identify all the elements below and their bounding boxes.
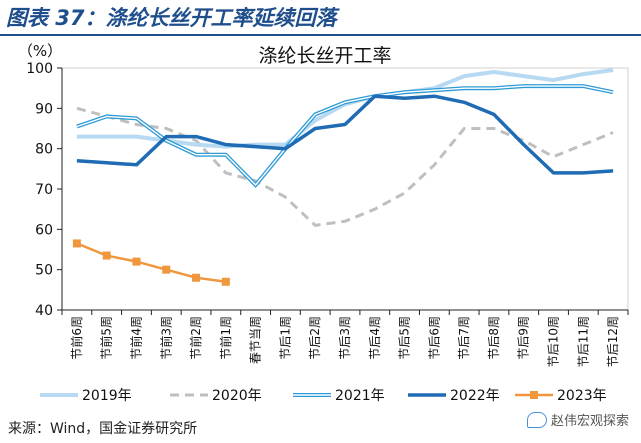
figure-label: 图表 37：涤纶长丝开工率延续回落 [6,6,337,30]
x-tick-label: 节前6周 [69,316,84,360]
x-tick-label: 节后5周 [398,316,412,360]
y-axis-label: （%） [18,42,62,60]
series-2021-line-inner [76,85,614,187]
x-tick-label: 节后10周 [547,316,561,367]
x-tick-label: 节后2周 [308,316,322,360]
legend-2023-swatch-marker [530,391,538,399]
series-2022-line [76,94,614,175]
y-tick-label: 50 [35,263,53,279]
y-tick-label: 70 [35,182,53,198]
line-chart: 涤纶长丝开工率 （%） 40 50 60 70 80 90 100 节前6周 节前5周 节前4周… [18,42,629,404]
y-tick-label: 100 [26,61,53,77]
chart-title: 涤纶长丝开工率 [258,45,391,67]
x-tick-label: 节后1周 [278,316,292,360]
y-tick-label: 80 [35,142,53,158]
series-2023-line [76,242,226,284]
legend-2019-label: 2019年 [82,388,132,404]
x-tick-label: 节后9周 [517,316,531,360]
x-tick-label: 节后4周 [368,316,382,360]
x-tick-label: 节后11周 [576,316,590,367]
x-tick-label: 节前4周 [128,316,143,360]
series-2023-point [102,251,111,260]
x-tick-label: 节前3周 [158,316,173,360]
series-2023-point [162,265,171,274]
legend-2020-label: 2020年 [212,388,262,404]
title-rule [0,34,641,36]
series-2023-point [132,257,141,266]
watermark-text: 赵伟宏观探索 [550,414,629,429]
legend-2023-label: 2023年 [557,388,607,404]
x-tick-label: 节后3周 [338,316,352,360]
source-note: 来源：Wind，国金证券研究所 [8,421,198,437]
series-2023-point [192,273,201,282]
x-tick-label: 节后6周 [427,316,441,360]
y-tick-label: 90 [35,101,53,117]
x-tick-label: 节后8周 [487,316,501,360]
x-tick-label: 节后7周 [457,316,471,360]
series-2021-line [76,84,614,188]
watermark: 赵伟宏观探索 [526,410,629,429]
x-tick-label: 春节当周 [249,316,263,364]
chat-bubble-icon [526,411,547,428]
y-tick-label: 40 [35,303,53,319]
legend-2021-label: 2021年 [335,388,385,404]
x-tick-label: 节后12周 [606,316,620,367]
x-tick-label: 节前1周 [218,316,233,360]
series-2023-point [72,239,81,248]
y-tick-label: 60 [35,222,53,238]
x-tick-label: 节前2周 [188,316,203,360]
legend-2022-label: 2022年 [450,388,500,404]
series-2020-line [76,106,614,227]
series-2023-point [221,277,230,286]
x-tick-label: 节前5周 [99,316,114,360]
